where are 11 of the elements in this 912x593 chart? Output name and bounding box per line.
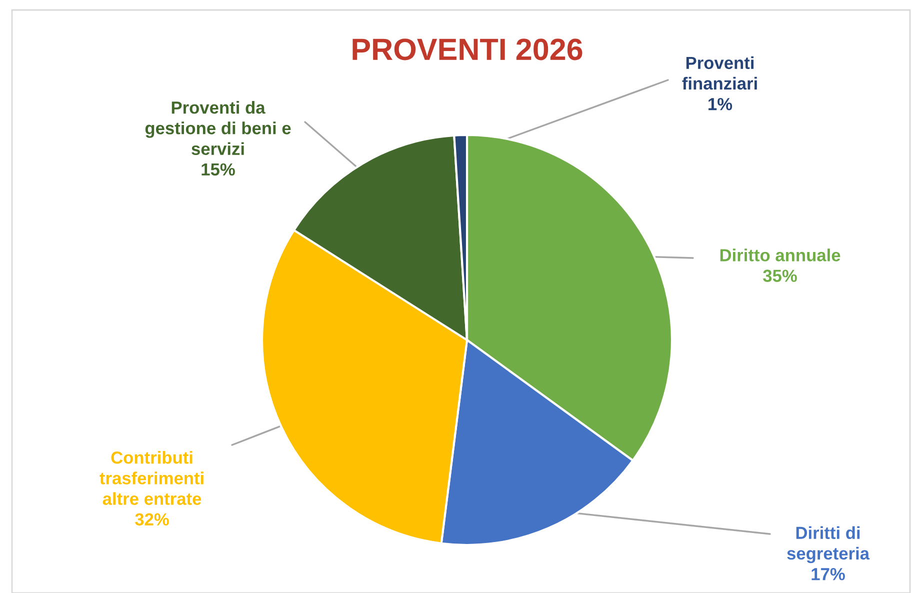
data-label: 1% (708, 98, 732, 110)
slice-label: Diritti di segreteria (787, 526, 870, 564)
data-label: 15% (202, 163, 235, 176)
data-label: 17% (812, 568, 845, 580)
slice-label: Proventi finanziari (682, 56, 757, 90)
data-label: 32% (135, 513, 169, 526)
chart-title: PROVENTI 2026 (352, 38, 582, 60)
slice-label: Diritto annuale (720, 248, 840, 262)
slice-label: Contributi trasferimenti altre entrate (100, 451, 204, 505)
slice-label: Proventi da gestione di beni e servizi (145, 100, 291, 155)
data-label: 35% (763, 270, 797, 282)
